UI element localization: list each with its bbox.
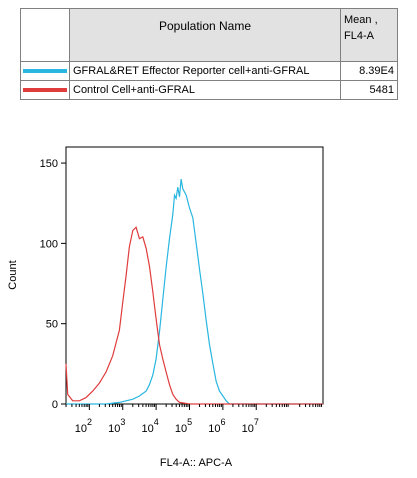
series-line-1 — [65, 226, 323, 405]
legend-row: GFRAL&RET Effector Reporter cell+anti-GF… — [20, 61, 398, 81]
y-tick-label: 50 — [46, 319, 58, 331]
series-line-0 — [66, 178, 323, 405]
axes-layer: 0 50 100 150 102 103 104 105 106 107 — [40, 158, 322, 435]
y-tick-label: 150 — [40, 158, 58, 170]
x-axis-label: FL4-A:: APC-A — [160, 457, 233, 469]
series-layer — [65, 178, 323, 405]
legend-swatch-red — [23, 88, 67, 92]
legend-swatch-blue — [23, 69, 67, 73]
y-axis-label: Count — [7, 260, 19, 289]
y-tick-label: 0 — [52, 399, 58, 411]
legend-row-value: 8.39E4 — [340, 61, 398, 81]
x-tick-label: 102 — [75, 417, 92, 435]
legend-header-key-cell — [20, 8, 70, 62]
legend-row-name: GFRAL&RET Effector Reporter cell+anti-GF… — [69, 61, 341, 81]
legend-table: Population Name Mean , FL4-A GFRAL&RET E… — [20, 8, 398, 100]
x-tick-label: 104 — [141, 417, 158, 435]
legend-row-value: 5481 — [340, 80, 398, 100]
x-tick-label: 103 — [108, 417, 125, 435]
x-tick-label: 105 — [175, 417, 192, 435]
y-tick-label: 100 — [40, 238, 58, 250]
x-tick-label: 106 — [208, 417, 225, 435]
x-tick-label: 107 — [242, 417, 259, 435]
plot-frame — [65, 146, 324, 405]
legend-row-name: Control Cell+anti-GFRAL — [69, 80, 341, 100]
legend-row: Control Cell+anti-GFRAL 5481 — [20, 80, 398, 100]
legend-header-value: Mean , FL4-A — [340, 8, 398, 62]
